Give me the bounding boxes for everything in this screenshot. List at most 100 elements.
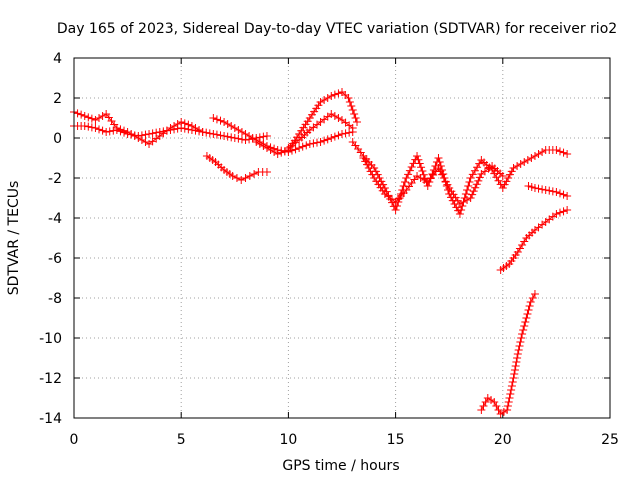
x-tick-label: 20 (494, 432, 512, 448)
data-point (327, 110, 336, 118)
data-point (344, 94, 353, 102)
data-point (413, 172, 422, 180)
data-point (525, 302, 534, 310)
x-tick-label: 15 (387, 432, 405, 448)
data-point (130, 132, 139, 140)
data-point (212, 130, 221, 139)
data-point (202, 128, 211, 137)
y-tick-label: 2 (53, 91, 62, 107)
data-point (259, 142, 268, 150)
series-10 (496, 206, 572, 274)
data-point (504, 174, 513, 182)
data-point (413, 152, 422, 160)
data-point (266, 146, 275, 154)
data-point (541, 186, 550, 194)
data-point (502, 177, 511, 186)
y-tick-label: -2 (48, 171, 62, 187)
data-point (334, 89, 343, 98)
data-point (527, 154, 536, 162)
y-tick-label: -4 (48, 211, 62, 227)
data-point (514, 346, 523, 354)
x-tick-label: 10 (279, 432, 297, 448)
data-point (248, 134, 257, 142)
data-point (538, 185, 547, 194)
data-point (449, 190, 458, 199)
data-point (475, 173, 484, 182)
data-point (241, 174, 250, 182)
data-point (439, 174, 448, 182)
data-point (418, 167, 427, 175)
data-point (498, 184, 507, 192)
data-point (307, 110, 316, 119)
data-point (280, 147, 289, 156)
data-point (492, 402, 501, 410)
data-point (445, 184, 454, 192)
data-point (520, 322, 529, 330)
data-point (95, 125, 104, 134)
data-point (351, 114, 360, 122)
data-point (145, 130, 154, 138)
data-point (504, 398, 513, 406)
data-point (230, 124, 239, 132)
data-point (87, 123, 96, 132)
data-point (473, 163, 482, 172)
data-point (105, 127, 114, 136)
data-point (519, 326, 528, 334)
data-point (559, 148, 568, 157)
data-point (434, 154, 443, 162)
data-point (227, 122, 236, 130)
data-point (250, 170, 259, 178)
plot-frame (73, 57, 611, 419)
data-point (474, 176, 483, 185)
data-point (234, 134, 243, 143)
x-axis-label: GPS time / hours (282, 458, 399, 474)
data-point (184, 120, 193, 129)
data-point (148, 129, 157, 138)
series-6 (284, 110, 357, 152)
data-point (447, 187, 456, 196)
data-point (312, 138, 321, 147)
data-point (470, 166, 479, 175)
data-point (563, 150, 572, 158)
data-point (391, 206, 400, 214)
data-point (310, 107, 319, 116)
data-point (299, 123, 308, 132)
y-tick-label: -8 (48, 291, 62, 307)
data-point (506, 390, 515, 398)
data-point (220, 132, 229, 140)
data-point (372, 177, 381, 186)
data-point (323, 94, 332, 102)
y-tick-label: -14 (39, 411, 62, 427)
data-point (513, 248, 522, 256)
x-tick-label: 25 (601, 432, 619, 448)
data-point (91, 124, 100, 132)
data-point (227, 133, 236, 142)
data-point (507, 386, 516, 394)
y-tick-label: 4 (53, 51, 62, 67)
data-point (498, 172, 507, 180)
data-point (521, 318, 530, 326)
data-point (127, 130, 136, 138)
data-point (552, 188, 561, 196)
data-point (528, 294, 537, 302)
data-point (509, 164, 518, 172)
data-point (316, 138, 325, 146)
data-point (120, 126, 129, 135)
data-point (232, 174, 241, 182)
data-point (530, 290, 539, 298)
data-point (378, 186, 387, 195)
data-point (479, 402, 488, 410)
data-point (353, 118, 362, 126)
data-point (364, 164, 373, 172)
data-point (465, 178, 474, 186)
data-point (177, 118, 186, 126)
data-point (524, 182, 533, 190)
data-point (245, 172, 254, 180)
data-point (530, 184, 539, 192)
data-point (518, 330, 527, 338)
y-tick-label: 0 (53, 131, 62, 147)
data-point (212, 115, 221, 124)
data-point (330, 132, 339, 141)
data-point (298, 142, 307, 151)
data-point (416, 174, 425, 182)
